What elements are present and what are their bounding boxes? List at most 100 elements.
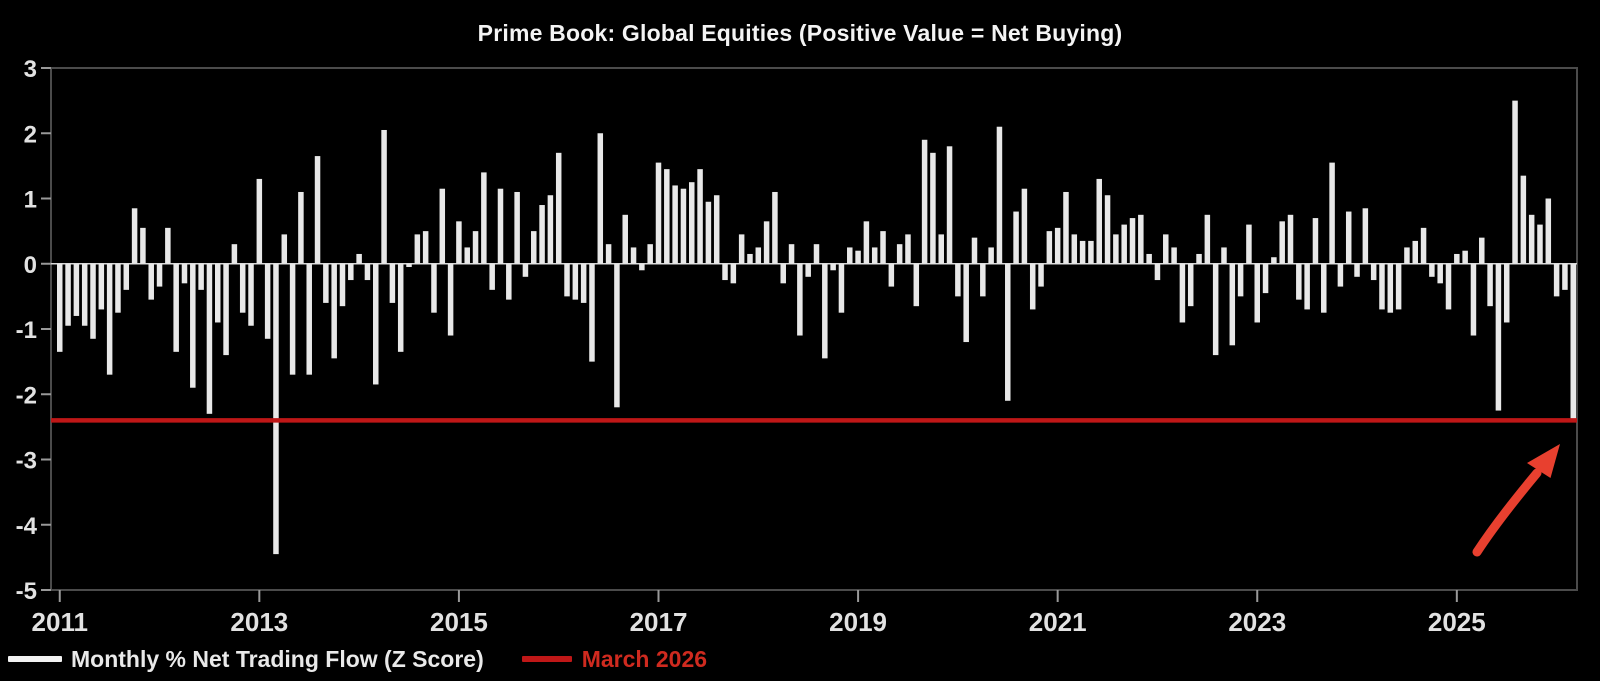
bar-2019-09 [921, 139, 928, 264]
bar-2025-05 [1487, 263, 1493, 307]
bar-2020-11 [1038, 263, 1044, 287]
bar-2023-10 [1329, 162, 1335, 264]
bar-2015-04 [481, 172, 487, 264]
bar-2022-01 [1154, 263, 1161, 281]
bar-2017-08 [713, 195, 720, 264]
bar-2013-04 [281, 234, 288, 264]
bar-2018-07 [805, 263, 811, 277]
legend: Monthly % Net Trading Flow (Z Score) Mar… [8, 642, 707, 676]
bar-2014-10 [431, 263, 437, 313]
bar-2025-04 [1479, 237, 1485, 264]
bar-2025-09 [1520, 175, 1527, 264]
reference-line-swatch [521, 656, 572, 662]
bar-2013-12 [348, 263, 354, 281]
bar-2012-03 [173, 263, 179, 352]
bar-2015-03 [472, 231, 479, 264]
bar-2012-07 [206, 263, 213, 414]
bar-2024-02 [1362, 208, 1369, 264]
bar-2023-12 [1345, 211, 1352, 264]
bar-2019-06 [896, 244, 903, 264]
bar-2017-04 [680, 188, 687, 264]
bar-2014-05 [389, 263, 396, 303]
x-axis-label: 2017 [630, 607, 688, 637]
bar-2019-05 [888, 263, 895, 287]
bar-2021-01 [1054, 227, 1061, 264]
bar-2019-08 [913, 263, 920, 307]
bar-2021-03 [1071, 234, 1078, 264]
bar-2025-11 [1537, 224, 1543, 264]
bar-2011-05 [90, 263, 96, 339]
bar-2022-02 [1163, 234, 1169, 264]
bar-2026-02 [1562, 263, 1568, 290]
y-axis-label: 3 [24, 56, 37, 83]
bar-2012-10 [231, 244, 238, 264]
bar-2026-01 [1553, 263, 1560, 297]
bar-2018-12 [847, 247, 853, 264]
bar-2023-06 [1296, 263, 1302, 300]
bar-2020-05 [988, 247, 994, 264]
bar-2015-09 [522, 263, 529, 277]
bar-2018-04 [780, 263, 786, 284]
bar-2018-09 [822, 263, 828, 359]
bar-2024-06 [1395, 263, 1402, 310]
bar-2014-08 [414, 234, 421, 264]
bar-2024-11 [1437, 263, 1443, 284]
bar-2011-06 [98, 263, 105, 310]
bar-2023-08 [1312, 218, 1319, 264]
bar-2012-02 [165, 227, 171, 264]
bar-2021-12 [1146, 253, 1152, 264]
bar-2012-09 [223, 263, 229, 356]
bar-2019-02 [863, 221, 870, 264]
bar-2020-09 [1021, 188, 1028, 264]
x-axis-label: 2025 [1428, 607, 1486, 637]
bar-2018-06 [797, 263, 803, 336]
reference-legend-label: March 2026 [581, 645, 708, 672]
bar-2017-09 [722, 263, 728, 281]
bar-2015-01 [456, 221, 462, 264]
bar-2020-04 [980, 263, 986, 297]
bar-2017-12 [747, 253, 753, 264]
bar-2012-06 [198, 263, 204, 290]
bar-2013-02 [264, 263, 271, 339]
bar-2018-08 [813, 244, 820, 264]
x-axis-label: 2019 [829, 607, 887, 637]
bar-2017-02 [664, 169, 670, 264]
bar-2019-10 [930, 152, 936, 264]
bar-2022-05 [1187, 263, 1194, 307]
bar-2017-07 [705, 201, 712, 264]
bar-2017-01 [655, 162, 662, 264]
bar-2015-02 [464, 247, 470, 264]
bar-2013-07 [306, 263, 312, 375]
bar-2023-05 [1287, 214, 1294, 264]
bar-2024-05 [1387, 263, 1394, 313]
bar-2011-11 [140, 227, 146, 264]
bar-2011-03 [73, 263, 80, 316]
bar-2024-12 [1445, 263, 1452, 310]
bar-2016-12 [647, 244, 653, 264]
x-axis-label: 2015 [430, 607, 488, 637]
bar-2014-11 [439, 188, 446, 264]
bar-2015-10 [531, 231, 537, 264]
bar-2022-07 [1204, 214, 1211, 264]
bar-2024-03 [1370, 263, 1377, 281]
bar-2022-04 [1179, 263, 1186, 323]
bar-2021-02 [1063, 191, 1069, 264]
bar-2018-03 [772, 191, 778, 264]
bar-2011-01 [57, 263, 63, 352]
bar-2023-07 [1304, 263, 1310, 310]
bar-2012-12 [248, 263, 254, 326]
bar-2015-12 [547, 195, 554, 264]
bar-2016-09 [622, 214, 628, 264]
bar-2023-11 [1337, 263, 1344, 287]
bar-2021-04 [1079, 240, 1086, 264]
bar-2025-12 [1545, 198, 1552, 264]
bar-2016-01 [555, 152, 562, 264]
bar-2014-07 [406, 263, 412, 268]
bar-2017-11 [738, 234, 745, 264]
y-axis-label: -3 [16, 448, 37, 475]
bar-2023-01 [1254, 263, 1260, 323]
bar-2019-11 [938, 234, 944, 264]
bar-2020-10 [1029, 263, 1036, 310]
bar-2022-09 [1221, 247, 1227, 264]
